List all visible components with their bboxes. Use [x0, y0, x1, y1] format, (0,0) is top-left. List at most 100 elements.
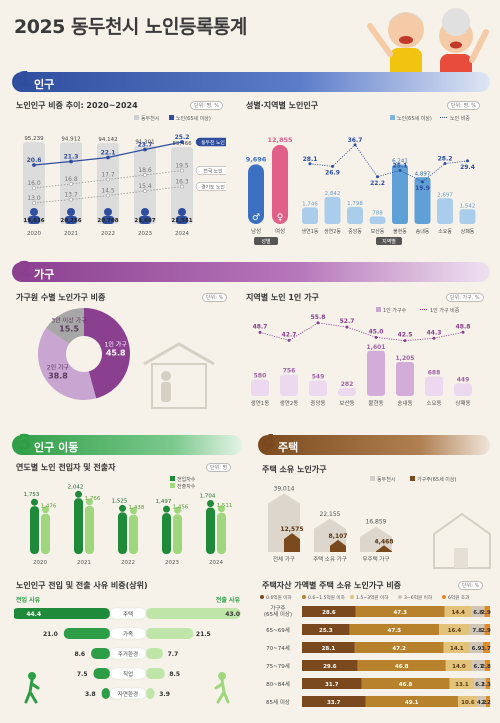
unit-badge: 단위: %: [202, 293, 228, 302]
ratio-point: [331, 164, 334, 168]
legend-label: 6억원 초과: [448, 594, 470, 601]
stacked-segment: [302, 660, 358, 671]
ratio-point: [287, 338, 291, 342]
legend-label: 3~6억원 이하: [404, 594, 433, 601]
stacked-segment: [484, 624, 490, 635]
single-region-chart: 1인 가구수 1인 가구 비중 580 생연1동 48.7 756 생연2동 42.7 549 중…: [251, 307, 472, 407]
ratio-label: 42.5: [398, 332, 413, 339]
chart-title-housing-own: 주택 소유 노인가구: [262, 465, 327, 474]
segment-value-label: 6.8: [473, 610, 483, 616]
segment-value-label: 47.2: [392, 646, 406, 652]
segment-value-label: 46.8: [395, 664, 409, 670]
slice-value: 38.8: [48, 372, 68, 381]
legend-label: 동두천시: [377, 476, 395, 483]
stacked-segment: [302, 642, 355, 653]
house-roof-icon: [143, 342, 215, 366]
legend-label: 전입자수: [177, 476, 196, 483]
group-badge: [376, 237, 402, 245]
slice-value: 15.5: [59, 325, 79, 334]
segment-value-label: 29.6: [323, 664, 337, 670]
bar-region: [324, 196, 341, 224]
bar-out-label: 3.9: [159, 691, 170, 698]
category-pill: [109, 687, 147, 700]
person-icon: [178, 208, 186, 216]
bar-in: [93, 668, 110, 679]
bar-elderly: [65, 216, 77, 224]
bar-region: [392, 164, 408, 224]
segment-value-label: 46.8: [399, 682, 413, 688]
line-name-badge: [195, 166, 226, 175]
segment-value-label: 7.8: [472, 628, 482, 634]
line-name-badge: [195, 182, 226, 191]
bar-total: [23, 142, 45, 224]
segment-value-label: 3.7: [481, 646, 491, 652]
category-pill: [109, 647, 147, 660]
legend-label: 노인 비중: [450, 115, 470, 122]
legend-label: 전출자수: [177, 483, 196, 490]
pie-slice: [84, 308, 131, 399]
legend-label: 1인 가구수: [383, 307, 407, 314]
segment-value-label: 2.3: [481, 682, 491, 688]
ratio-label: 22.2: [370, 180, 385, 187]
person-head-icon: [207, 500, 214, 508]
bar-total: [134, 145, 156, 224]
bar-value-label: 1,766: [85, 496, 101, 502]
segment-value-label: 2.9: [481, 610, 491, 616]
person-head-icon: [163, 505, 170, 513]
ratio-label: 28.1: [303, 156, 318, 163]
x-tick-label: 남성: [251, 227, 261, 235]
bar-in-label: 21.0: [43, 631, 58, 638]
line-value-label: 14.5: [101, 188, 115, 195]
house-elderly: [330, 539, 346, 552]
bar-region: [347, 206, 363, 224]
housing-value-chart: 0.6억원 이하 0.6~1.5억원 이하 1.5~3억원 이하 3~6억원 이하 6억…: [260, 594, 491, 707]
stacked-segment: [471, 606, 485, 617]
bar-migration: [74, 498, 83, 554]
ratio-point: [353, 143, 357, 147]
ratio-label: 42.7: [282, 331, 297, 338]
bar-in-label: 44.4: [26, 611, 41, 618]
person-icon: [67, 208, 75, 216]
stacked-segment: [485, 678, 490, 689]
row-label: 70~74세: [266, 644, 290, 652]
right-axis-label: 전출 사유: [216, 596, 241, 604]
line-value-label: 18.6: [138, 167, 152, 174]
ratio-point: [374, 335, 378, 339]
bar-elderly-label: 21,607: [134, 218, 155, 224]
legend-label: 노인(65세 이상): [397, 115, 432, 122]
line-value-label: 20.6: [27, 157, 42, 164]
line-point: [143, 189, 147, 193]
legend-label: 가구주(65세 이상): [417, 476, 457, 483]
stacked-segment: [470, 642, 484, 653]
segment-value-label: 28.1: [322, 646, 336, 652]
segment-value-label: 14.1: [450, 646, 464, 652]
ratio-label: 52.7: [340, 318, 355, 325]
bar-single: [338, 388, 356, 396]
bar-elderly: [102, 216, 114, 224]
bar-value-label: 282: [341, 381, 354, 388]
bar-migration: [30, 506, 39, 554]
line-name-label: 동두천 노인: [201, 139, 225, 146]
legend-swatch: [170, 476, 175, 481]
line-point: [69, 159, 73, 164]
x-tick-label: 송내동: [397, 399, 412, 407]
house-icon: [433, 512, 491, 569]
person-head-icon: [86, 498, 93, 506]
line-point: [32, 201, 36, 205]
bar-in-label: 3.8: [85, 691, 96, 698]
bar-value-label: 12,575: [280, 526, 303, 533]
bar-in: [101, 688, 110, 699]
house-icon: [151, 363, 207, 409]
row-label: 80~84세: [266, 680, 290, 688]
bar-value-label: 1,476: [41, 504, 57, 510]
slice-value: 45.8: [106, 349, 126, 358]
x-tick-label: 무주택 가구: [362, 555, 389, 563]
x-tick-label: 소요동: [438, 229, 452, 235]
category-label: 주거환경: [118, 650, 138, 658]
bar-in: [14, 608, 110, 619]
section-4-header: [258, 435, 490, 455]
line-value-label: 13.7: [64, 192, 78, 199]
stacked-segment: [439, 624, 470, 635]
ratio-point: [376, 175, 379, 179]
bar-value-label: 2,042: [68, 484, 84, 490]
